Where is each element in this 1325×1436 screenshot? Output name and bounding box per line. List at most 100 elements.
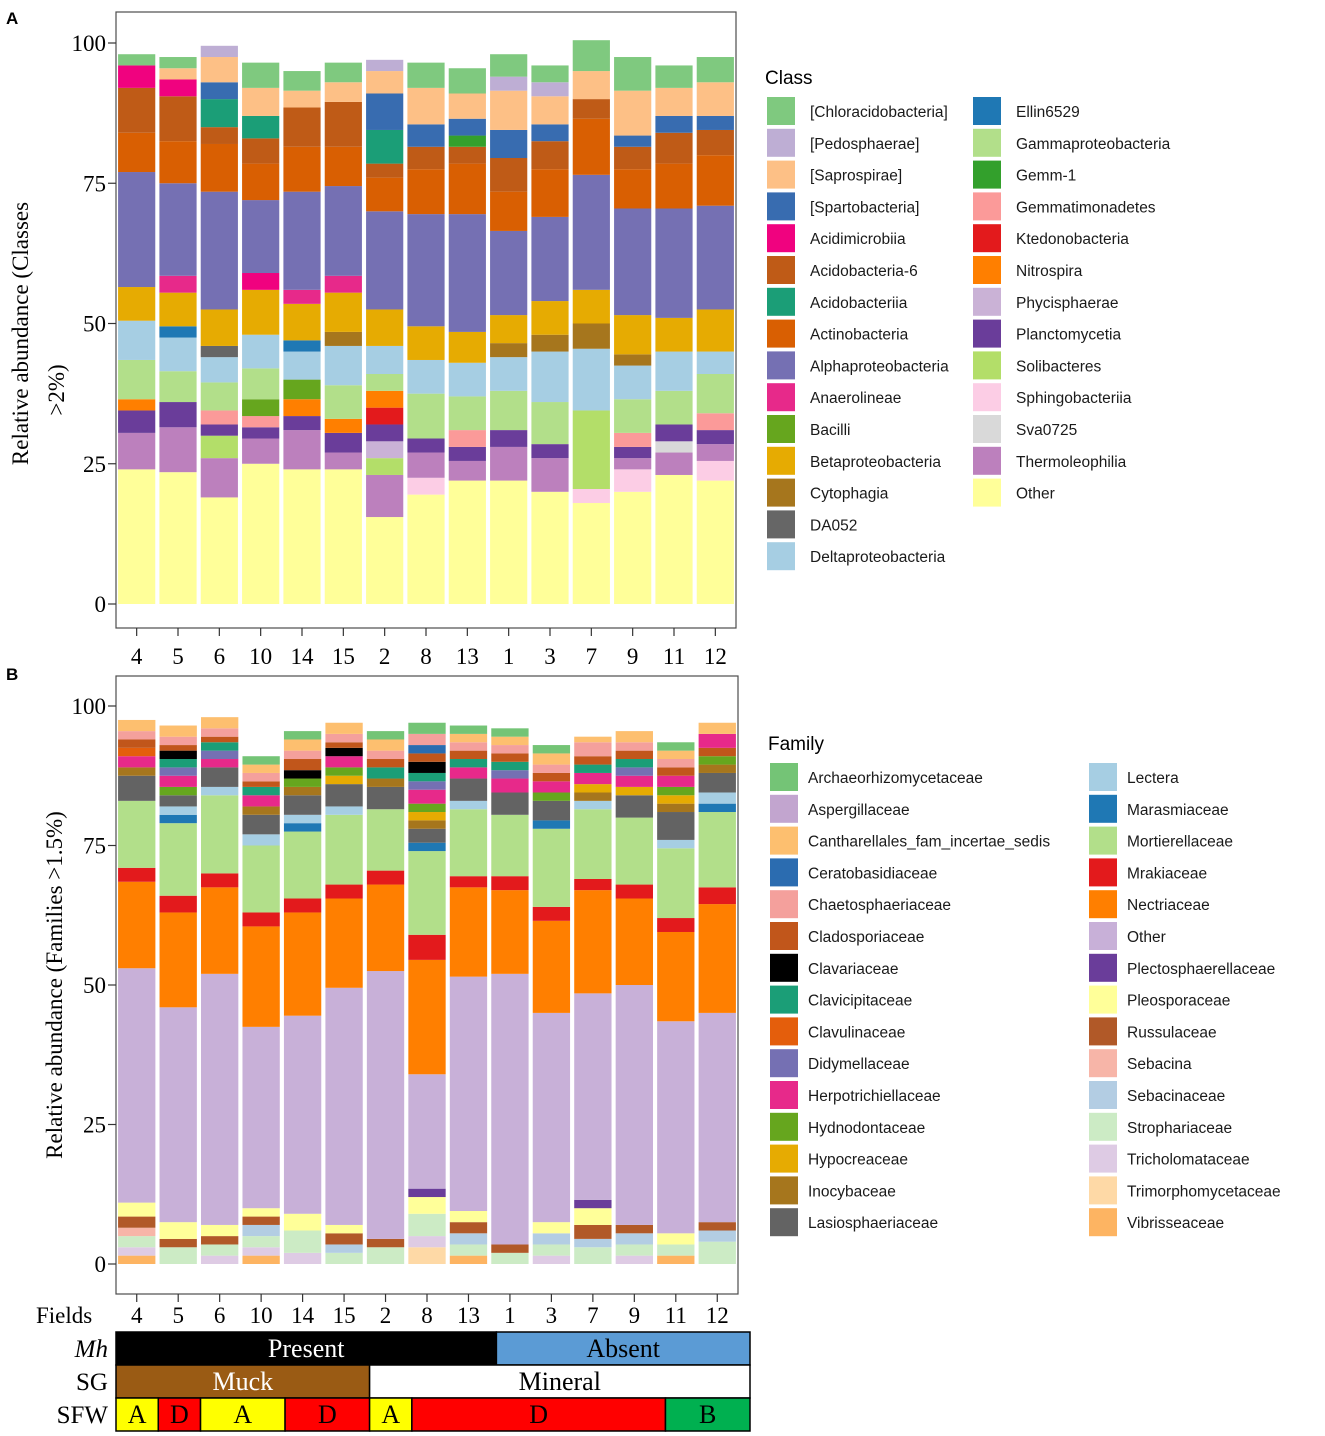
bar-segment-acidimicrobiia-field-4	[118, 65, 156, 88]
bar-segment-ellin6529-field-14	[283, 340, 321, 352]
legend-label-nectriaceae: Nectriaceae	[1127, 897, 1210, 914]
bar-segment-acidobacteria-6-field-5	[159, 96, 197, 142]
y-tick-label-50: 50	[83, 312, 106, 337]
legend-swatch-ceratobasidiaceae	[770, 858, 798, 887]
bar-segment-actinobacteria-field-2	[366, 177, 404, 212]
bar-segment-clavicipitaceae-field-8	[408, 772, 446, 782]
bar-segment-strophariaceae-field-11	[657, 1244, 695, 1256]
x-tick-label-4: 4	[131, 1303, 143, 1328]
bar-segment-mortierellaceae-field-3	[532, 828, 571, 907]
bar-segment-cantharellales-fam-incertae-sedis-field-14	[283, 739, 322, 751]
bar-segment-vibrisseaceae-field-11	[657, 1255, 695, 1264]
legend-swatch-sebacina	[1089, 1049, 1117, 1078]
bar-segment-gammaproteobacteria-field-8	[407, 393, 445, 439]
bar-segment-actinobacteria-field-6	[200, 143, 238, 192]
legend-label-other: Other	[1127, 929, 1166, 946]
bar-segment-nectriaceae-field-7	[574, 890, 612, 994]
bar-segment-clavariaceae-field-8	[408, 761, 446, 773]
legend-label-ellin6529: Ellin6529	[1016, 104, 1080, 121]
bar-segment-acidobacteria-6-field-6	[200, 127, 238, 144]
bar-segment-didymellaceae-field-8	[408, 781, 446, 790]
bar-segment-pleosporaceae-field-8	[408, 1197, 446, 1214]
bar-segment-gammaproteobacteria-field-1	[490, 390, 528, 431]
bar-segment-nitrospira-field-14	[283, 399, 321, 417]
bar-segment-cladosporiaceae-field-9	[615, 750, 653, 760]
legend-swatch-alphaproteobacteria	[767, 351, 795, 380]
stacked-bars	[118, 717, 736, 1264]
x-tick-label-8: 8	[421, 1303, 433, 1328]
y-tick-label-0: 0	[95, 1252, 107, 1277]
bar-segment-mrakiaceae-field-9	[615, 884, 653, 899]
bar-segment-betaproteobacteria-field-1	[490, 315, 528, 344]
bar-segment-other-field-13	[448, 480, 486, 604]
bar-segment-nectriaceae-field-2	[366, 884, 405, 972]
bar-segment-nectriaceae-field-14	[283, 912, 322, 1016]
bar-segment-chloracidobacteria-field-10	[242, 62, 280, 88]
bar-segment-sebacinaceae-field-3	[532, 1233, 571, 1245]
bar-segment-deltaproteobacteria-field-4	[118, 320, 156, 360]
bar-segment-gammaproteobacteria-field-9	[614, 399, 652, 433]
bar-segment-solibacteres-field-7	[572, 410, 610, 489]
bar-segment-acidobacteria-6-field-4	[118, 87, 156, 133]
bar-segment-spartobacteria-field-9	[614, 135, 652, 147]
strip-segment-sg-0	[115, 1364, 371, 1399]
bar-segment-gemmatimonadetes-field-10	[242, 416, 280, 428]
bar-segment-cantharellales-fam-incertae-sedis-field-11	[657, 750, 695, 760]
bar-segment-strophariaceae-field-13	[449, 1244, 488, 1256]
bar-segment-mrakiaceae-field-1	[491, 876, 529, 891]
legend-label-herpotrichiellaceae: Herpotrichiellaceae	[808, 1088, 941, 1105]
bar-segment-acidimicrobiia-field-5	[159, 79, 197, 97]
legend-swatch-sebacinaceae	[1089, 1081, 1117, 1109]
bar-segment-other-field-6	[200, 497, 238, 604]
bar-segment-deltaproteobacteria-field-1	[490, 357, 528, 391]
bar-segment-clavicipitaceae-field-5	[159, 759, 197, 768]
legend-title: Family	[768, 734, 824, 755]
y-axis-label: Relative abundance (Families >1.5%)	[42, 811, 67, 1159]
legend-label-alphaproteobacteria: Alphaproteobacteria	[810, 358, 949, 375]
bar-segment-lasiosphaeriaceae-field-1	[491, 792, 529, 815]
bar-segment-alphaproteobacteria-field-2	[366, 211, 404, 310]
bar-segment-spartobacteria-field-8	[407, 124, 445, 147]
bar-segment-clavicipitaceae-field-10	[242, 786, 280, 796]
strip-segment-label-absent: Absent	[586, 1334, 660, 1363]
legend-swatch-acidimicrobiia	[767, 224, 795, 253]
bar-segment-mrakiaceae-field-14	[283, 898, 322, 913]
strip-segment-label-b: B	[699, 1400, 716, 1429]
bar-segment-pleosporaceae-field-13	[449, 1210, 488, 1223]
bar-segment-mortierellaceae-field-4	[118, 800, 156, 868]
legend-label-clavulinaceae: Clavulinaceae	[808, 1024, 905, 1041]
bar-segment-mrakiaceae-field-8	[408, 934, 446, 960]
bar-segment-deltaproteobacteria-field-11	[655, 351, 693, 391]
bar-segment-lectera-field-15	[325, 806, 363, 815]
bar-segment-pedosphaerae-field-6	[200, 45, 238, 58]
x-tick-label-5: 5	[172, 1303, 184, 1328]
strip-segment-sfw-6	[664, 1397, 751, 1432]
bar-segment-gammaproteobacteria-field-3	[531, 402, 569, 445]
bar-segment-hydnodontaceae-field-15	[325, 767, 363, 776]
bar-segment-russulaceae-field-10	[242, 1216, 280, 1225]
bar-segment-ktedonobacteria-field-2	[366, 407, 404, 425]
bar-segment-actinobacteria-field-3	[531, 169, 569, 217]
bar-segment-hydnodontaceae-field-8	[408, 803, 446, 813]
bar-segment-pleosporaceae-field-10	[242, 1208, 280, 1217]
bar-segment-planctomycetia-field-12	[696, 430, 734, 445]
bar-segment-other-field-15	[325, 987, 363, 1225]
bar-segment-chaetosphaeriaceae-field-8	[408, 733, 446, 746]
bar-segment-actinobacteria-field-12	[696, 155, 734, 206]
bar-segment-mrakiaceae-field-7	[574, 878, 612, 891]
bar-segment-herpotrichiellaceae-field-8	[408, 789, 446, 804]
legend-label-other: Other	[1016, 486, 1055, 503]
bar-segment-planctomycetia-field-6	[200, 424, 238, 436]
bar-segment-strophariaceae-field-1	[491, 1252, 529, 1264]
bar-segment-actinobacteria-field-14	[283, 146, 321, 192]
bar-segment-tricholomataceae-field-8	[408, 1236, 446, 1248]
legend-swatch-spartobacteria	[767, 192, 795, 221]
bar-segment-other-field-8	[407, 494, 445, 604]
legend-swatch-saprospirae	[767, 160, 795, 189]
bar-segment-chloracidobacteria-field-9	[614, 57, 652, 91]
bar-segment-trimorphomycetaceae-field-8	[408, 1247, 446, 1264]
bar-segment-other-field-7	[574, 993, 612, 1200]
bar-segment-herpotrichiellaceae-field-11	[657, 775, 695, 787]
legend-label-saprospirae: [Saprospirae]	[810, 168, 902, 185]
